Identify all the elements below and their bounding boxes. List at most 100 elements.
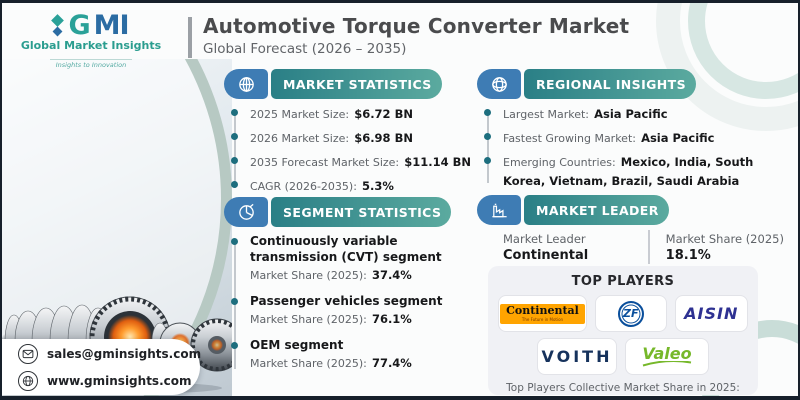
- bullet-dot: [484, 109, 491, 116]
- continental-logo: Continental The Future in Motion: [500, 303, 585, 324]
- aisin-logo: AISIN: [684, 304, 739, 323]
- list-item: Emerging Countries: Mexico, India, South…: [484, 152, 791, 190]
- logo-company-name: Global Market Insights: [20, 39, 162, 52]
- globe-stats-icon: [224, 69, 268, 99]
- stat-label: 2025 Market Size:: [250, 108, 350, 121]
- player-card-continental: Continental The Future in Motion: [498, 295, 587, 332]
- market-leader-name-col: Market Leader Continental: [503, 232, 588, 263]
- page-subtitle: Global Forecast (2026 – 2035): [203, 41, 407, 57]
- stat-value: $6.98 BN: [354, 131, 413, 145]
- page-title: Automotive Torque Converter Market: [203, 14, 630, 38]
- leader-label: Market Leader: [503, 231, 586, 246]
- player-card-zf: ZF: [594, 295, 667, 332]
- share-label: Market Share (2025):: [250, 269, 367, 282]
- title-accent-bar: [188, 17, 192, 58]
- bullet-dot: [484, 157, 491, 164]
- contact-email-link[interactable]: sales@gminsights.com: [18, 343, 202, 364]
- section-heading: REGIONAL INSIGHTS: [524, 69, 696, 99]
- timeline-line: [234, 242, 236, 369]
- player-tagline: The Future in Motion: [521, 316, 564, 322]
- share-label: Market Share (2025):: [250, 313, 367, 326]
- section-heading: MARKET STATISTICS: [271, 69, 442, 99]
- section-header-regional-insights: REGIONAL INSIGHTS: [477, 69, 696, 99]
- bullet-dot: [231, 238, 238, 245]
- factory-icon: [477, 195, 521, 225]
- list-item: Continuously variable transmission (CVT)…: [231, 233, 466, 284]
- bullet-dot: [231, 157, 238, 164]
- bullet-dot: [231, 133, 238, 140]
- stat-value: $11.14 BN: [404, 155, 472, 169]
- vertical-divider: [648, 230, 650, 264]
- segment-name: Passenger vehicles segment: [250, 294, 443, 308]
- regional-insights-list: Largest Market: Asia Pacific Fastest Gro…: [484, 104, 795, 195]
- stat-value: 5.3%: [362, 179, 394, 193]
- globe-icon: [477, 69, 521, 99]
- contact-email-text: sales@gminsights.com: [47, 346, 202, 361]
- logo-letter-g: G: [68, 10, 90, 41]
- player-card-valeo: Valeo: [625, 338, 709, 375]
- segment-name: Continuously variable transmission (CVT)…: [250, 234, 442, 264]
- zf-logo: ZF: [617, 300, 644, 327]
- gmi-logo: G MI Global Market Insights Insights to I…: [16, 10, 166, 71]
- stat-label: CAGR (2026-2035):: [250, 180, 357, 193]
- top-players-row-2: VOITH Valeo: [498, 338, 748, 375]
- pie-chart-icon: [224, 197, 268, 227]
- insight-value: Asia Pacific: [641, 131, 715, 145]
- insight-label: Largest Market:: [503, 108, 590, 121]
- top-players-footer: Top Players Collective Market Share in 2…: [498, 382, 748, 396]
- list-item: Fastest Growing Market: Asia Pacific: [484, 128, 795, 147]
- bullet-dot: [231, 181, 238, 188]
- segment-name: OEM segment: [250, 338, 344, 352]
- contact-panel: sales@gminsights.com www.gminsights.com: [2, 339, 202, 395]
- voith-logo: VOITH: [541, 347, 613, 366]
- contact-website-text: www.gminsights.com: [47, 373, 192, 388]
- market-statistics-list: 2025 Market Size: $6.72 BN 2026 Market S…: [231, 104, 471, 200]
- timeline-line: [487, 113, 489, 183]
- valeo-logo: Valeo: [642, 344, 692, 363]
- market-leader-share-col: Market Share (2025) 18.1%: [666, 232, 784, 263]
- footer-value: 45.2%: [604, 394, 642, 396]
- title-block: Automotive Torque Converter Market Globa…: [188, 14, 630, 58]
- top-players-panel: TOP PLAYERS Continental The Future in Mo…: [488, 266, 758, 396]
- logo-tagline: Insights to Innovation: [49, 59, 133, 69]
- player-name: ZF: [622, 307, 639, 320]
- section-header-segment-statistics: SEGMENT STATISTICS: [224, 197, 452, 227]
- timeline-line: [234, 113, 236, 188]
- insight-label: Emerging Countries:: [503, 156, 616, 169]
- section-header-market-statistics: MARKET STATISTICS: [224, 69, 442, 99]
- market-leader-content: Market Leader Continental Market Share (…: [503, 230, 784, 264]
- player-card-aisin: AISIN: [674, 295, 748, 332]
- logo-diamonds-icon: [51, 14, 65, 37]
- stat-label: 2026 Market Size:: [250, 132, 350, 145]
- list-item: Largest Market: Asia Pacific: [484, 104, 795, 123]
- list-item: CAGR (2026-2035): 5.3%: [231, 176, 465, 195]
- share-value: 77.4%: [371, 356, 412, 370]
- leader-value: Continental: [503, 247, 589, 263]
- bullet-dot: [231, 298, 238, 305]
- top-players-heading: TOP PLAYERS: [571, 274, 675, 289]
- share-label: Market Share (2025): [665, 231, 784, 246]
- list-item: 2026 Market Size: $6.98 BN: [231, 128, 465, 147]
- segment-statistics-list: Continuously variable transmission (CVT)…: [231, 233, 466, 381]
- insight-value: Mexico, India, South Korea, Vietnam, Bra…: [503, 155, 754, 188]
- section-heading: MARKET LEADER: [524, 195, 669, 225]
- stat-value: $6.72 BN: [354, 107, 413, 121]
- bullet-dot: [231, 109, 238, 116]
- share-value: 37.4%: [371, 268, 412, 282]
- list-item: OEM segment Market Share (2025): 77.4%: [231, 337, 466, 372]
- player-name: Continental: [506, 303, 579, 317]
- section-heading: SEGMENT STATISTICS: [271, 197, 452, 227]
- envelope-icon: [18, 343, 38, 364]
- contact-website-link[interactable]: www.gminsights.com: [18, 370, 200, 391]
- section-header-market-leader: MARKET LEADER: [477, 195, 669, 225]
- list-item: 2025 Market Size: $6.72 BN: [231, 104, 465, 123]
- list-item: 2035 Forecast Market Size: $11.14 BN: [231, 152, 471, 171]
- share-value: 76.1%: [371, 312, 412, 326]
- list-item: Passenger vehicles segment Market Share …: [231, 293, 466, 328]
- share-label: Market Share (2025):: [250, 357, 367, 370]
- logo-letters-mi: MI: [93, 10, 130, 41]
- insight-value: Asia Pacific: [594, 107, 668, 121]
- globe-icon: [18, 370, 38, 391]
- insight-label: Fastest Growing Market:: [503, 132, 636, 145]
